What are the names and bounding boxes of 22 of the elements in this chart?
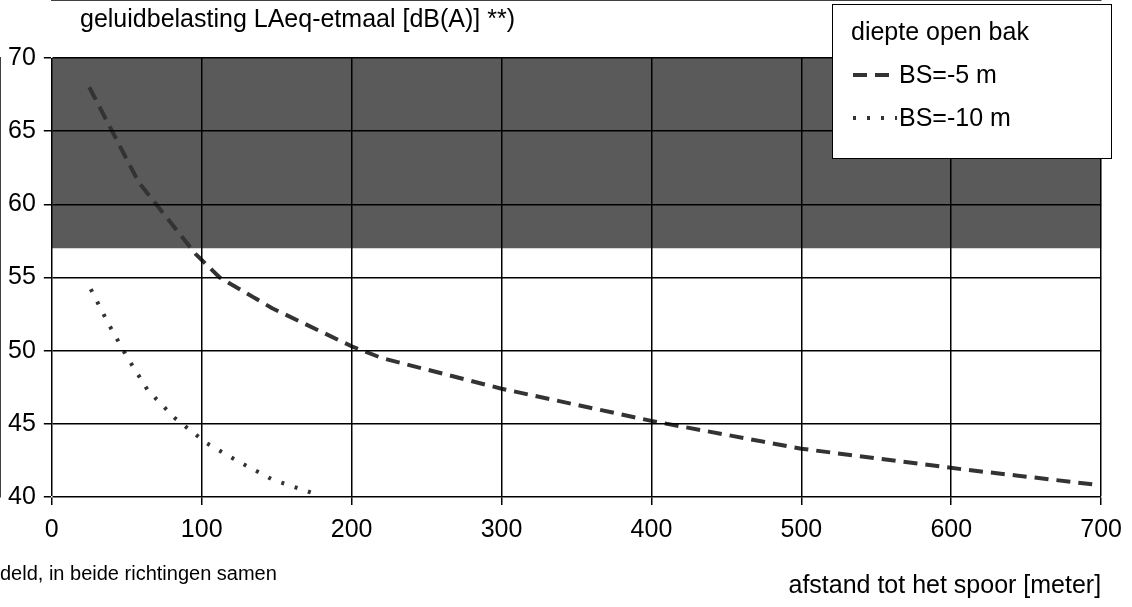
x-tick-label: 100 [180, 513, 223, 542]
chart-title: geluidbelasting LAeq-etmaal [dB(A)] **) [80, 4, 515, 33]
y-tick-label: 60 [8, 188, 36, 217]
text: deld, in beide richtingen samen [0, 562, 277, 585]
x-tick-label: 300 [480, 513, 523, 542]
y-tick-label: 50 [8, 334, 36, 363]
x-axis-title: afstand tot het spoor [meter] [788, 569, 1102, 598]
x-tick-label: 400 [630, 513, 673, 542]
legend-title: diepte open bak [851, 17, 1030, 46]
line-series [88, 287, 314, 495]
x-tick-label: 600 [930, 513, 973, 542]
y-tick-label: 65 [8, 115, 36, 144]
y-tick-label: 45 [8, 407, 36, 436]
legend-label: BS=-10 m [899, 103, 1011, 132]
y-tick-label: 40 [8, 480, 36, 509]
x-tick-label: 0 [44, 513, 59, 542]
y-tick-label: 55 [8, 261, 36, 290]
x-tick-label: 700 [1080, 513, 1122, 542]
x-tick-label: 200 [330, 513, 373, 542]
y-tick-label: 70 [8, 41, 36, 70]
legend-label: BS=-5 m [899, 60, 997, 89]
x-tick-label: 500 [780, 513, 823, 542]
